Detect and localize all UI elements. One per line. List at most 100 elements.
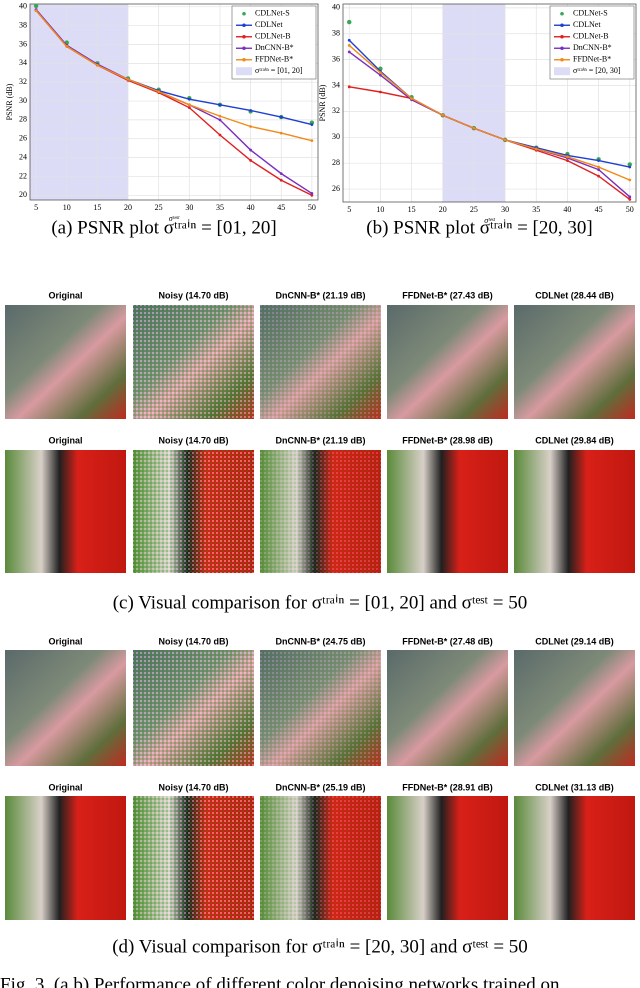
x-tick-label: 5 [347,205,351,214]
data-point [347,19,352,25]
image [514,305,635,419]
y-tick-label: 24 [19,152,27,161]
data-point [441,113,445,117]
data-point [96,63,99,67]
legend-marker [560,11,564,16]
y-tick-label: 32 [332,106,340,115]
x-tick-label: 35 [532,205,540,214]
legend-box [231,5,317,80]
data-point [566,155,569,159]
image [514,796,635,920]
plot-frame [342,3,637,203]
plot-frame [29,3,319,201]
image [514,650,635,766]
image-label: FFDNet-B* (27.48 dB) [402,636,493,646]
caption: (c) Visual comparison for σᵗʳᵃⁱⁿ = [01, … [113,592,528,613]
y-tick-label: 20 [19,190,27,199]
legend-label: DnCNN-B* [573,43,612,52]
train-range [30,4,129,200]
data-point [628,165,632,169]
data-point [410,97,413,100]
series-line [35,10,313,142]
data-point [65,45,69,48]
image-label: FFDNet-B* (28.98 dB) [402,435,493,445]
image-label: DnCNN-B* (21.19 dB) [275,435,365,445]
x-tick-label: 30 [501,205,509,214]
y-tick-label: 40 [19,2,27,11]
legend-marker [560,46,564,51]
caption: (b) PSNR plot σᵗʳᵃⁱⁿ = [20, 30] [366,217,592,238]
image [5,650,126,766]
image [387,305,508,419]
data-point [157,90,161,94]
figure-caption: Fig. 3. (a,b) Performance of different c… [0,974,560,988]
legend-marker [560,57,564,62]
image [387,796,508,920]
data-point [628,198,632,201]
data-point [187,106,191,110]
x-tick-label: 40 [563,205,571,214]
image-noise [133,305,254,419]
y-tick-label: 34 [19,58,27,67]
y-tick-label: 32 [19,77,27,86]
data-point [187,103,191,107]
data-point [187,97,191,101]
y-tick-label: 26 [19,134,27,143]
x-tick-label: 20 [124,203,132,212]
image-label: Noisy (14.70 dB) [158,782,228,792]
data-point [472,126,476,130]
legend-marker [242,11,246,16]
data-point [379,90,382,94]
image-label: CDLNet (29.84 dB) [535,435,614,445]
legend-box [549,5,635,80]
data-point [34,9,38,12]
y-axis-label: PSNR (dB) [5,83,14,120]
data-point [310,192,314,195]
legend-marker [560,34,564,39]
data-point [279,178,283,182]
legend-marker [560,23,564,28]
image [5,450,126,573]
image-label: Noisy (14.70 dB) [158,636,228,646]
image-label: CDLNet (28.44 dB) [535,290,614,300]
legend-label: DnCNN-B* [255,43,294,52]
x-tick-label: 50 [626,205,634,214]
data-point [249,125,252,128]
legend-label: CDLNet-S [573,9,608,18]
data-point [249,148,252,152]
data-point [597,159,600,162]
x-tick-label: 5 [34,203,38,212]
y-tick-label: 38 [19,21,27,30]
image-label: Original [48,290,82,300]
legend-marker [242,57,246,62]
data-point [503,138,507,142]
x-tick-label: 45 [595,205,603,214]
data-point [597,165,600,169]
data-point [597,168,600,172]
legend-swatch [236,67,252,76]
data-point [628,195,632,199]
legend-label: σᵗʳᵃⁱⁿ = [20, 30] [573,66,621,75]
image-label: Original [48,435,82,445]
data-point [249,159,252,162]
data-point [218,114,222,118]
legend-label: CDLNet-B [255,32,291,41]
image-noise [260,796,381,920]
image-label: FFDNet-B* (27.43 dB) [402,290,493,300]
data-point [33,3,39,9]
image [514,450,635,573]
image-label: Original [48,636,82,646]
data-point [534,147,538,151]
data-point [310,139,314,143]
data-point [347,44,351,47]
data-point [379,71,382,74]
y-tick-label: 28 [19,115,27,124]
legend-marker [242,46,246,51]
caption: (a) PSNR plot σᵗʳᵃⁱⁿ = [01, 20] [51,217,276,238]
data-point [347,85,351,89]
image-label: DnCNN-B* (25.19 dB) [275,782,365,792]
image-noise [133,796,254,920]
x-tick-label: 10 [63,203,71,212]
data-point [249,109,252,112]
